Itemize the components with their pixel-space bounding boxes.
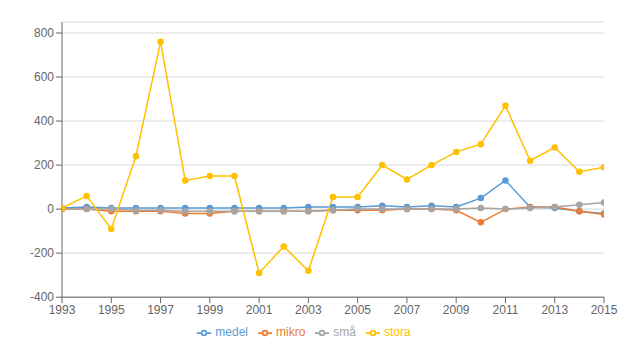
svg-text:2009: 2009 bbox=[443, 303, 470, 317]
svg-text:1997: 1997 bbox=[147, 303, 174, 317]
svg-text:600: 600 bbox=[34, 70, 54, 84]
svg-text:2003: 2003 bbox=[295, 303, 322, 317]
svg-text:2001: 2001 bbox=[246, 303, 273, 317]
svg-text:-400: -400 bbox=[30, 290, 54, 304]
html-text:medel: medel bbox=[215, 325, 248, 340]
html-text:små: små bbox=[333, 325, 356, 340]
html-text:stora: stora bbox=[384, 325, 411, 340]
svg-text:1993: 1993 bbox=[49, 303, 76, 317]
svg-text:2015: 2015 bbox=[591, 303, 618, 317]
svg-text:1995: 1995 bbox=[98, 303, 125, 317]
svg-text:2013: 2013 bbox=[541, 303, 568, 317]
svg-text:2007: 2007 bbox=[394, 303, 421, 317]
svg-text:400: 400 bbox=[34, 114, 54, 128]
svg-text:200: 200 bbox=[34, 158, 54, 172]
svg-text:2011: 2011 bbox=[493, 303, 519, 317]
svg-text:1999: 1999 bbox=[196, 303, 223, 317]
svg-text:2005: 2005 bbox=[344, 303, 371, 317]
svg-text:0: 0 bbox=[47, 202, 54, 216]
html-text:mikro: mikro bbox=[276, 325, 306, 340]
svg-text:-200: -200 bbox=[30, 246, 54, 260]
svg-text:800: 800 bbox=[34, 26, 54, 40]
